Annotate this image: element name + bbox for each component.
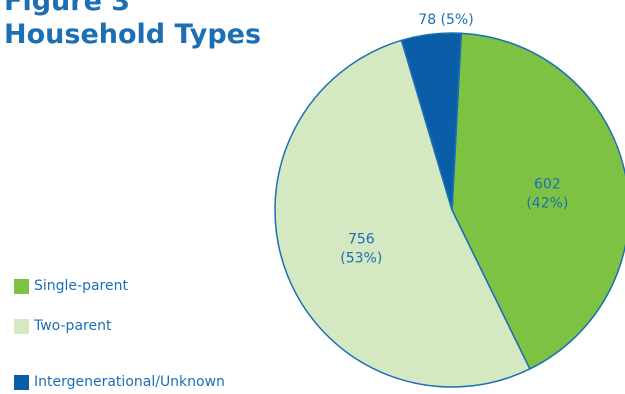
legend-item-single-parent: Single-parent (14, 276, 128, 296)
slice-intergenerational-unknown (400, 32, 463, 211)
slice-label-intergenerational-unknown: 78 (5%) (418, 12, 473, 28)
legend-swatch-intergenerational-unknown (14, 374, 29, 390)
legend-item-two-parent: Two-parent (14, 316, 111, 336)
chart-title-line-1: Figure 3 (4, 0, 131, 17)
legend-label-intergenerational-unknown: Intergenerational/Unknown (34, 374, 225, 390)
chart-title-line-2: Household Types (4, 19, 262, 50)
slice-single-parent (451, 32, 625, 370)
slice-label-single-parent: 602 (42%) (526, 177, 568, 212)
legend-label-single-parent: Single-parent (34, 278, 128, 294)
slice-label-two-parent: 756 (53%) (340, 231, 382, 266)
chart-title: Figure 3 Household Types (0, 0, 290, 70)
legend-label-two-parent: Two-parent (34, 318, 112, 334)
legend-swatch-two-parent (14, 318, 29, 334)
legend-item-intergenerational-unknown: Intergenerational/Unknown (14, 372, 225, 392)
legend-swatch-single-parent (14, 278, 29, 294)
slice-two-parent (274, 39, 531, 388)
